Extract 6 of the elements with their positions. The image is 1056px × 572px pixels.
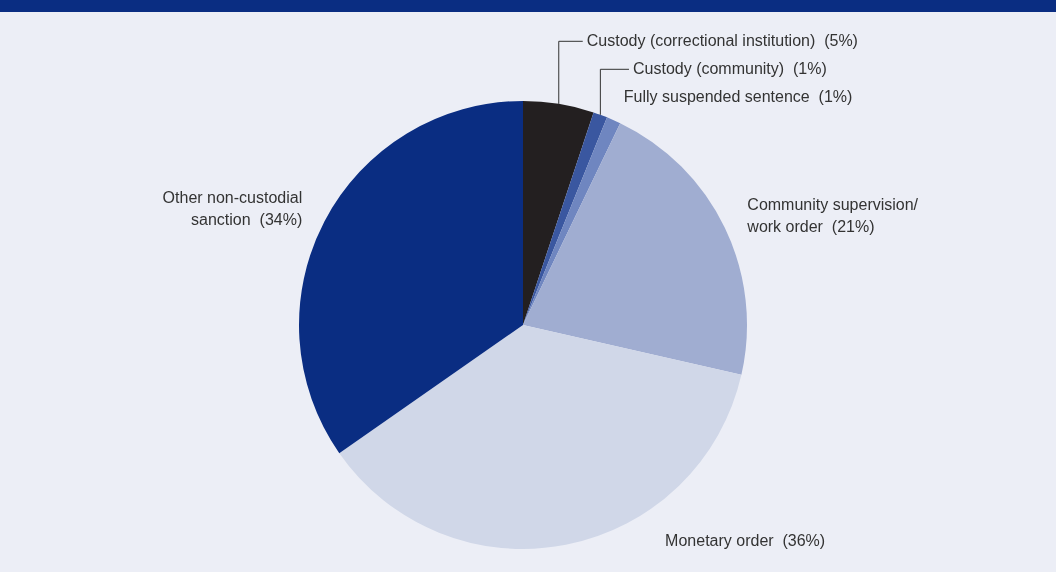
slice-label: Custody (correctional institution) (5%)	[586, 31, 858, 49]
slice-label: Community supervision/ work order (21%)	[746, 196, 919, 236]
slice-label: Monetary order (36%)	[665, 532, 826, 550]
slice-label: Fully suspended sentence (1%)	[623, 87, 853, 105]
slice-label: Other non-custodial sanction (34%)	[162, 189, 303, 229]
slice-label: Custody (community) (1%)	[633, 59, 827, 77]
